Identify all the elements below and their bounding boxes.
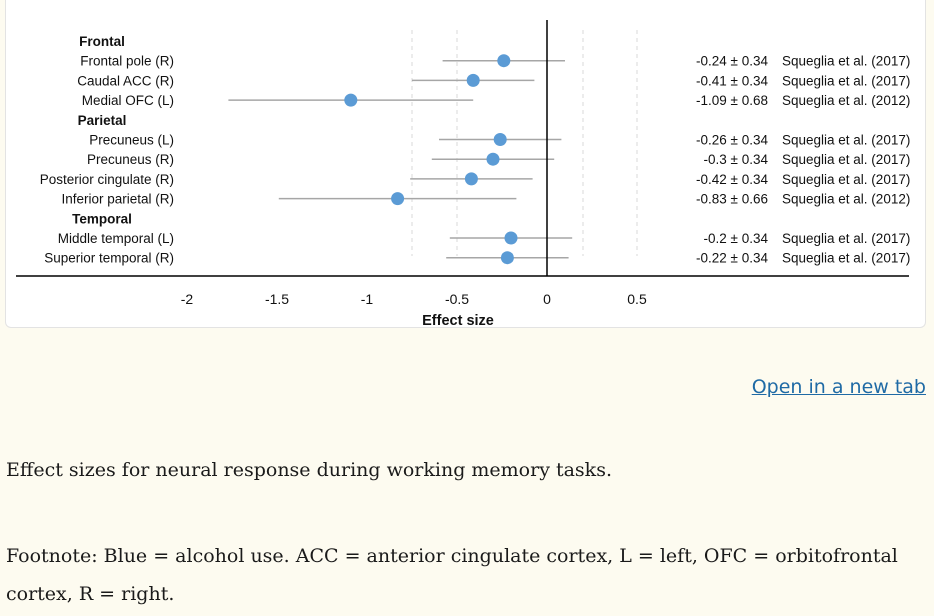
group-header-temporal: Temporal xyxy=(72,211,132,226)
effect-point xyxy=(497,54,511,68)
row-label: Inferior parietal (R) xyxy=(61,192,174,207)
row-label: Medial OFC (L) xyxy=(82,93,174,108)
source-citation: Squeglia et al. (2012) xyxy=(782,192,910,207)
x-tick-label: -2 xyxy=(181,291,194,307)
effect-point xyxy=(500,251,514,265)
figure-caption: Effect sizes for neural response during … xyxy=(6,459,612,481)
group-header-parietal: Parietal xyxy=(78,113,127,128)
source-citation: Squeglia et al. (2017) xyxy=(782,152,910,167)
row-label: Frontal pole (R) xyxy=(80,54,174,69)
figure-footnote: Footnote: Blue = alcohol use. ACC = ante… xyxy=(6,545,898,605)
row-label: Caudal ACC (R) xyxy=(77,73,174,88)
source-citation: Squeglia et al. (2017) xyxy=(782,251,910,266)
effect-stat: -0.42 ± 0.34 xyxy=(696,172,768,187)
effect-stat: -0.41 ± 0.34 xyxy=(696,73,768,88)
figure-card: Frontal Frontal pole (R) -0.24 ± 0.34 Squeg… xyxy=(5,0,926,328)
x-tick-label: 0.5 xyxy=(627,291,647,307)
group-header-frontal: Frontal xyxy=(79,34,125,49)
forest-plot: Frontal Frontal pole (R) -0.24 ± 0.34 Squeg… xyxy=(16,20,910,328)
source-citation: Squeglia et al. (2017) xyxy=(782,73,910,88)
effect-point xyxy=(493,133,507,146)
source-citation: Squeglia et al. (2017) xyxy=(782,231,910,246)
effect-stat: -0.26 ± 0.34 xyxy=(696,133,768,148)
row-label: Posterior cingulate (R) xyxy=(40,172,174,187)
effect-point xyxy=(344,93,358,107)
x-tick-label: -0.5 xyxy=(445,291,469,307)
source-citation: Squeglia et al. (2017) xyxy=(782,133,910,148)
source-citation: Squeglia et al. (2017) xyxy=(782,54,910,69)
row-label: Superior temporal (R) xyxy=(44,251,174,266)
effect-stat: -0.2 ± 0.34 xyxy=(704,231,769,246)
effect-point xyxy=(504,231,518,245)
row-label: Precuneus (R) xyxy=(87,152,174,167)
row-label: Precuneus (L) xyxy=(89,133,174,148)
effect-stat: -0.22 ± 0.34 xyxy=(696,251,768,266)
x-tick-label: 0 xyxy=(543,291,551,307)
effect-point xyxy=(466,73,480,87)
row-label: Middle temporal (L) xyxy=(58,231,174,246)
effect-point xyxy=(464,172,478,186)
source-citation: Squeglia et al. (2012) xyxy=(782,93,910,108)
effect-point xyxy=(391,192,405,206)
effect-point xyxy=(486,152,500,166)
x-tick-label: -1 xyxy=(361,291,374,307)
open-in-new-tab-link[interactable]: Open in a new tab xyxy=(751,376,926,398)
effect-stat: -0.83 ± 0.66 xyxy=(696,192,768,207)
effect-stat: -0.3 ± 0.34 xyxy=(704,152,769,167)
effect-stat: -0.24 ± 0.34 xyxy=(696,54,768,69)
x-axis-title: Effect size xyxy=(422,313,494,328)
source-citation: Squeglia et al. (2017) xyxy=(782,172,910,187)
effect-stat: -1.09 ± 0.68 xyxy=(696,93,768,108)
x-tick-label: -1.5 xyxy=(265,291,289,307)
